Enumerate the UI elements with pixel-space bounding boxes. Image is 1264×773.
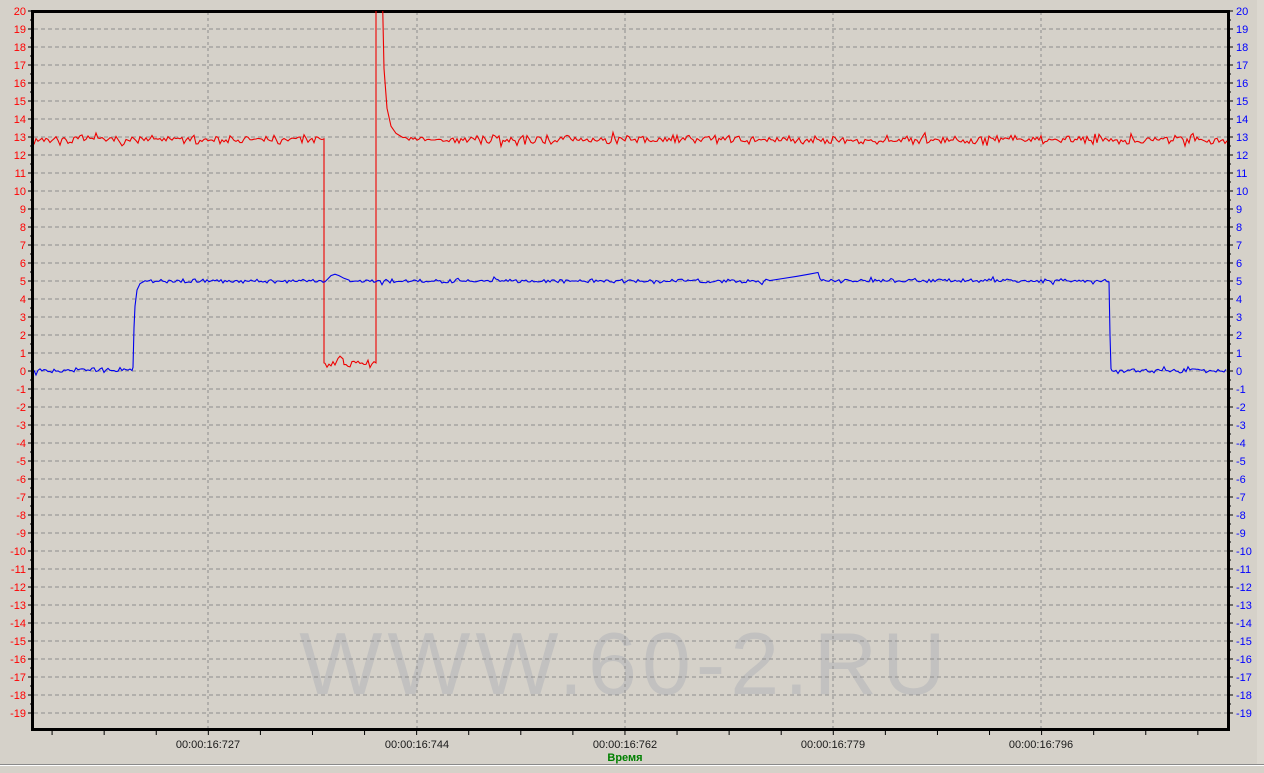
y-tick-label-left: 8 [20, 222, 26, 234]
y-tick-label-right: 15 [1236, 96, 1248, 108]
y-tick-label-left: 19 [14, 24, 26, 36]
y-tick-label-right: 14 [1236, 114, 1248, 126]
y-tick-label-right: 3 [1236, 312, 1242, 324]
y-tick-label-left: 6 [20, 258, 26, 270]
channel-1-red-trace [34, 11, 1228, 369]
y-tick-label-left: 5 [20, 276, 26, 288]
y-tick-label-left: -8 [16, 510, 26, 522]
grid-lines [34, 12, 1228, 729]
y-tick-label-right: -5 [1236, 456, 1246, 468]
axis-ticks [28, 10, 1233, 735]
axis-labels: -19 -19-18 -18-17 -17-16 -16-15 -15-14 -14-13-… [10, 6, 1252, 751]
y-tick-label-right: 20 [1236, 6, 1248, 18]
y-tick-label-right: 6 [1236, 258, 1242, 270]
y-tick-label-right: 5 [1236, 276, 1242, 288]
x-tick-label: 00:00:16:762 [593, 739, 657, 751]
x-axis-title: Время [607, 752, 642, 764]
y-tick-label-left: 3 [20, 312, 26, 324]
y-tick-label-left: -17 [10, 672, 26, 684]
y-tick-label-left: -6 [16, 474, 26, 486]
y-tick-label-right: -4 [1236, 438, 1246, 450]
y-tick-label-right: 7 [1236, 240, 1242, 252]
y-tick-label-left: 9 [20, 204, 26, 216]
y-tick-label-right: 11 [1236, 168, 1247, 180]
y-tick-label-left: -5 [16, 456, 26, 468]
y-tick-label-left: -4 [16, 438, 26, 450]
y-tick-label-right: -17 [1236, 672, 1252, 684]
y-tick-label-right: 16 [1236, 78, 1248, 90]
y-tick-label-left: -14 [10, 618, 26, 630]
y-tick-label-left: -16 [10, 654, 26, 666]
y-tick-label-right: 0 [1236, 366, 1242, 378]
y-tick-label-right: -2 [1236, 402, 1246, 414]
y-tick-label-left: 13 [14, 132, 26, 144]
y-tick-label-left: -18 [10, 690, 26, 702]
y-tick-label-left: -12 [10, 582, 26, 594]
y-tick-label-right: 12 [1236, 150, 1248, 162]
x-tick-label: 00:00:16:744 [385, 739, 449, 751]
y-tick-label-right: -14 [1236, 618, 1252, 630]
x-tick-label: 00:00:16:779 [801, 739, 865, 751]
watermark-text: WWW.60-2.RU [299, 614, 950, 713]
y-tick-label-right: 8 [1236, 222, 1242, 234]
y-tick-label-right: -16 [1236, 654, 1252, 666]
y-tick-label-right: 2 [1236, 330, 1242, 342]
y-tick-label-right: -9 [1236, 528, 1246, 540]
y-tick-label-left: -7 [16, 492, 26, 504]
y-tick-label-left: -10 [10, 546, 26, 558]
y-tick-label-left: 15 [14, 96, 26, 108]
y-tick-label-right: 19 [1236, 24, 1248, 36]
y-tick-label-left: 12 [14, 150, 26, 162]
y-tick-label-right: -8 [1236, 510, 1246, 522]
y-tick-label-left: 0 [20, 366, 26, 378]
y-tick-label-left: -1 [16, 384, 26, 396]
y-tick-label-left: 20 [14, 6, 26, 18]
y-tick-label-left: 14 [14, 114, 26, 126]
x-tick-label: 00:00:16:727 [176, 739, 240, 751]
y-tick-label-right: -7 [1236, 492, 1246, 504]
plot-area[interactable] [34, 11, 1228, 730]
y-tick-label-right: -3 [1236, 420, 1246, 432]
y-tick-label-left: 4 [20, 294, 26, 306]
y-tick-label-right: -18 [1236, 690, 1252, 702]
y-tick-label-left: -19 [10, 708, 26, 720]
y-tick-label-left: 7 [20, 240, 26, 252]
y-tick-label-left: -11 [11, 564, 26, 576]
y-tick-label-left: -13 [10, 600, 26, 612]
y-tick-label-left: 16 [14, 78, 26, 90]
y-tick-label-right: -11 [1236, 564, 1251, 576]
y-tick-label-right: -10 [1236, 546, 1252, 558]
y-tick-label-left: -3 [16, 420, 26, 432]
right-edge-strip [1257, 0, 1264, 764]
y-tick-label-right: 17 [1236, 60, 1248, 72]
y-tick-label-right: 1 [1236, 348, 1242, 360]
y-tick-label-right: 9 [1236, 204, 1242, 216]
y-tick-label-right: -6 [1236, 474, 1246, 486]
y-tick-label-right: -12 [1236, 582, 1252, 594]
signal-traces [34, 11, 1228, 377]
channel-2-blue-trace [34, 271, 1227, 377]
y-tick-label-right: 18 [1236, 42, 1248, 54]
y-tick-label-right: 4 [1236, 294, 1242, 306]
y-tick-label-left: 2 [20, 330, 26, 342]
y-tick-label-left: -2 [16, 402, 26, 414]
x-tick-label: 00:00:16:796 [1009, 739, 1073, 751]
y-tick-label-right: -15 [1236, 636, 1252, 648]
y-tick-label-right: -13 [1236, 600, 1252, 612]
y-tick-label-left: 1 [20, 348, 26, 360]
y-tick-label-right: 10 [1236, 186, 1248, 198]
y-tick-label-left: -15 [10, 636, 26, 648]
y-tick-label-left: 17 [14, 60, 26, 72]
y-tick-label-right: -1 [1236, 384, 1246, 396]
y-tick-label-left: 10 [14, 186, 26, 198]
y-tick-label-left: 11 [15, 168, 26, 180]
y-tick-label-right: -19 [1236, 708, 1252, 720]
y-tick-label-right: 13 [1236, 132, 1248, 144]
y-tick-label-left: 18 [14, 42, 26, 54]
y-tick-label-left: -9 [16, 528, 26, 540]
